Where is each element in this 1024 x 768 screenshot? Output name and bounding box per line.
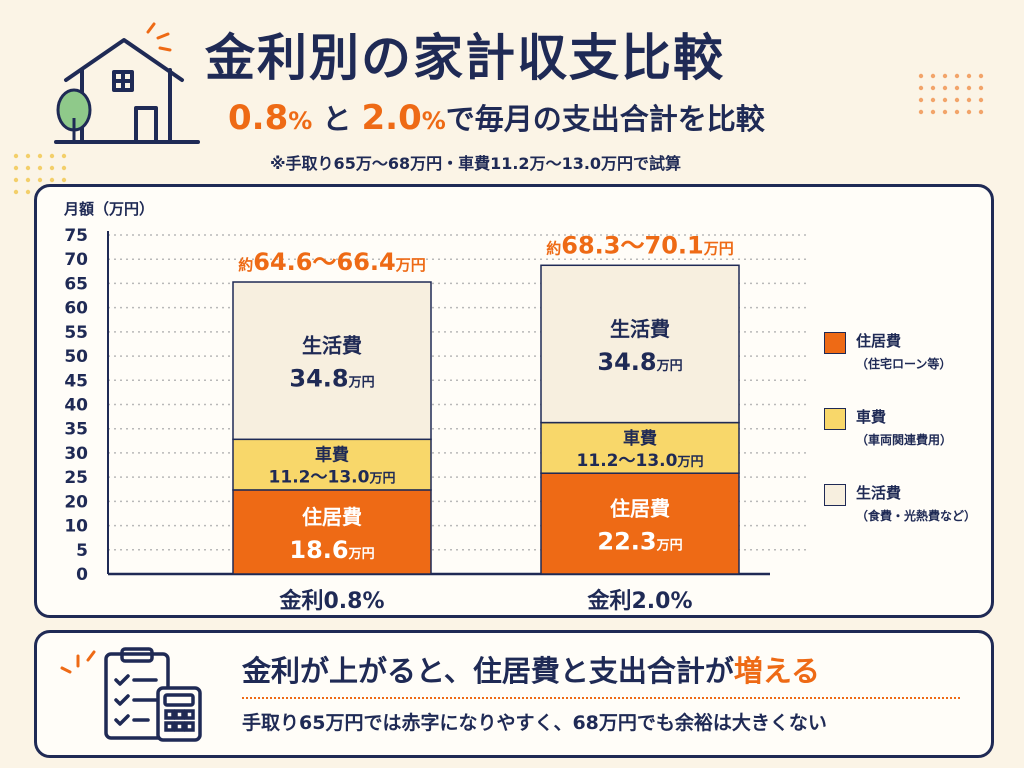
sparkle-decoration (146, 22, 172, 52)
total-prefix: 約 (238, 256, 253, 274)
segment-value: 11.2〜13.0万円 (577, 451, 704, 471)
y-tick-label: 55 (64, 323, 88, 343)
y-tick-label: 10 (64, 517, 88, 537)
house-icon (54, 38, 200, 144)
segment-label: 生活費 (302, 334, 362, 358)
segment-label: 住居費 (610, 497, 670, 521)
subtitle-rate-1: 0.8 (228, 98, 289, 138)
page-title: 金利別の家計収支比較 (205, 29, 725, 87)
segment-value-unit: 万円 (676, 455, 703, 470)
y-axis-label: 月額（万円） (63, 200, 154, 218)
segment-value-unit: 万円 (368, 472, 395, 487)
segment-label: 住居費 (302, 505, 362, 529)
legend-swatch-living (824, 484, 846, 506)
segment-value-number: 34.8 (289, 365, 348, 393)
y-tick-label: 50 (64, 347, 88, 367)
legend-swatch-housing (824, 332, 846, 354)
page-subtitle: 0.8% と 2.0%で毎月の支出合計を比較 (228, 98, 765, 138)
segment-value: 18.6万円 (289, 536, 374, 564)
bar-segment-living (232, 281, 432, 441)
y-tick-label: 0 (76, 565, 88, 585)
y-tick-label: 45 (64, 371, 88, 391)
segment-value-unit: 万円 (348, 376, 375, 391)
dot-pattern-decoration (918, 73, 984, 115)
dotted-divider (242, 697, 960, 699)
conclusion-headline: 金利が上がると、住居費と支出合計が増える (242, 654, 820, 688)
total-value: 64.6〜66.4 (253, 248, 395, 276)
segment-value-unit: 万円 (656, 359, 683, 374)
legend-swatch-car (824, 408, 846, 430)
bar-segment-housing (232, 489, 432, 575)
bar-segment-living (540, 264, 740, 424)
total-value: 68.3〜70.1 (561, 231, 703, 259)
chart-card (34, 184, 994, 618)
y-tick-label: 60 (64, 299, 88, 319)
y-tick-label: 75 (64, 226, 88, 246)
total-prefix: 約 (546, 239, 561, 257)
y-tick-label: 5 (76, 541, 88, 561)
segment-label: 生活費 (610, 317, 670, 341)
y-tick-label: 70 (64, 250, 88, 270)
chart-legend: 住居費 （住宅ローン等） 車費 （車両関連費用） 生活費 （食費・光熱費など） (824, 330, 994, 558)
subtitle-rate-2: 2.0 (361, 98, 422, 138)
calculator-icon (156, 686, 202, 742)
legend-item-housing: 住居費 （住宅ローン等） (824, 330, 994, 372)
segment-value-number: 11.2〜13.0 (269, 468, 370, 488)
total-unit: 万円 (395, 256, 426, 274)
segment-value: 34.8万円 (597, 348, 682, 376)
stacked-bar-chart: 月額（万円） 0 5 10 20 25 30 35 40 45 50 55 60 65 70 75 住居費 18.… (63, 200, 810, 614)
x-category-label: 金利0.8% (278, 588, 384, 614)
conclusion-emphasis: 増える (733, 654, 820, 688)
legend-item-living: 生活費 （食費・光熱費など） (824, 482, 994, 524)
bar-segment-housing (540, 472, 740, 575)
y-tick-label: 25 (64, 468, 88, 488)
bar-segment-car (540, 421, 740, 474)
segment-label: 車費 (623, 428, 657, 449)
segment-value-number: 34.8 (597, 348, 656, 376)
y-tick-label: 65 (64, 274, 88, 294)
y-tick-label: 30 (64, 444, 88, 464)
segment-value-unit: 万円 (348, 547, 375, 562)
y-tick-label: 20 (64, 492, 88, 512)
segment-value: 11.2〜13.0万円 (269, 468, 396, 488)
assumption-note: ※手取り65万〜68万円・車費11.2万〜13.0万円で試算 (270, 154, 682, 173)
tree-icon (56, 88, 92, 142)
y-tick-label: 40 (64, 396, 88, 416)
conclusion-subtext: 手取り65万円では赤字になりやすく、68万円でも余裕は大きくない (242, 712, 827, 734)
segment-value-number: 18.6 (289, 536, 348, 564)
legend-item-car: 車費 （車両関連費用） (824, 406, 994, 448)
bar-total-label: 約68.3〜70.1万円 (546, 231, 733, 259)
x-category-label: 金利2.0% (586, 588, 692, 614)
segment-label: 車費 (315, 445, 349, 466)
clipboard-checklist-icon (104, 647, 202, 742)
segment-value-number: 22.3 (597, 528, 656, 556)
bar-segment-car (232, 438, 432, 491)
segment-value: 34.8万円 (289, 365, 374, 393)
y-tick-label: 35 (64, 420, 88, 440)
emphasis-burst-icon (60, 650, 96, 674)
segment-value-number: 11.2〜13.0 (577, 451, 678, 471)
segment-value-unit: 万円 (656, 539, 683, 554)
bar-total-label: 約64.6〜66.4万円 (238, 248, 425, 276)
total-unit: 万円 (703, 239, 734, 257)
segment-value: 22.3万円 (597, 528, 682, 556)
